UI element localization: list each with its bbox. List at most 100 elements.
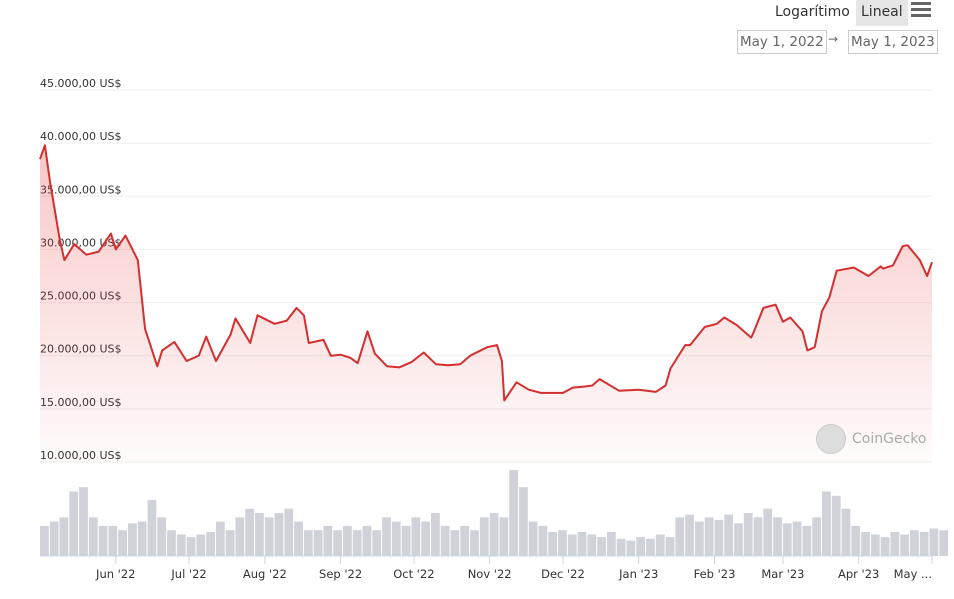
volume-bar — [59, 517, 69, 556]
volume-bar — [303, 530, 313, 556]
y-tick-label: 35.000,00 US$ — [40, 183, 122, 196]
volume-bar — [851, 525, 861, 556]
volume-bar — [206, 531, 215, 556]
volume-bar — [870, 534, 880, 556]
volume-bar — [518, 487, 528, 556]
x-tick-label: Jun '22 — [95, 567, 135, 581]
volume-bar — [685, 514, 694, 556]
volume-bar — [49, 521, 59, 556]
volume-bar — [40, 525, 49, 556]
volume-bar — [548, 531, 558, 556]
y-tick-label: 45.000,00 US$ — [40, 77, 122, 90]
volume-bar — [470, 530, 479, 556]
volume-bar — [431, 513, 440, 556]
date-to-input[interactable]: May 1, 2023 — [848, 30, 938, 54]
volume-bar — [597, 537, 606, 556]
volume-bar — [284, 508, 294, 556]
volume-bar — [714, 519, 724, 556]
watermark-text: CoinGecko — [852, 431, 927, 447]
volume-bar — [910, 530, 919, 556]
x-tick-label: Nov '22 — [468, 567, 512, 581]
volume-bar — [919, 531, 929, 556]
volume-bar — [665, 537, 675, 556]
volume-bar — [939, 530, 949, 556]
volume-bar — [450, 530, 460, 556]
volume-bar — [421, 521, 431, 556]
price-area — [40, 145, 932, 463]
x-tick-label: Sep '22 — [319, 567, 362, 581]
volume-bar — [499, 517, 509, 556]
volume-bar — [646, 538, 655, 556]
volume-bar — [352, 530, 362, 556]
volume-bar — [255, 513, 264, 556]
volume-bar — [812, 517, 822, 556]
volume-bar — [264, 517, 274, 556]
volume-bar — [782, 523, 792, 556]
volume-bar — [900, 534, 910, 556]
volume-bar — [235, 517, 245, 556]
volume-bar — [822, 491, 831, 556]
volume-bar — [528, 521, 538, 556]
volume-bar — [411, 517, 421, 556]
volume-bar — [176, 534, 186, 556]
volume-bar — [333, 530, 343, 556]
hamburger-menu-icon[interactable] — [911, 2, 931, 18]
volume-bar — [274, 513, 284, 556]
volume-bar — [186, 537, 196, 556]
volume-bar — [567, 534, 577, 556]
volume-bar — [79, 487, 88, 556]
volume-bar — [577, 531, 587, 556]
linear-scale-button[interactable]: Lineal — [856, 0, 908, 26]
volume-bar — [538, 525, 548, 556]
volume-bar — [167, 530, 176, 556]
volume-bar — [108, 525, 118, 556]
volume-bar — [831, 495, 841, 556]
volume-bar — [137, 521, 147, 556]
volume-bar — [587, 534, 597, 556]
price-line — [39, 144, 933, 402]
volume-bar — [401, 525, 411, 556]
volume-bar — [616, 538, 626, 556]
volume-bar — [675, 517, 685, 556]
volume-bar — [773, 517, 782, 556]
x-tick-label: Aug '22 — [243, 567, 287, 581]
coingecko-logo-icon — [816, 424, 846, 454]
x-tick-label: Oct '22 — [393, 567, 434, 581]
date-from-input[interactable]: May 1, 2022 — [737, 30, 827, 54]
volume-bar — [294, 521, 303, 556]
volume-bar — [88, 517, 98, 556]
volume-bar — [225, 530, 235, 556]
volume-bar — [460, 525, 470, 556]
volume-bar — [841, 508, 851, 556]
volume-bar — [215, 521, 225, 556]
volume-bar — [323, 525, 333, 556]
volume-bar — [743, 513, 753, 556]
volume-bar — [636, 537, 646, 556]
volume-bar — [802, 525, 812, 556]
x-tick-label: Feb '23 — [694, 567, 736, 581]
coingecko-watermark: CoinGecko — [816, 424, 926, 454]
volume-bar — [558, 530, 567, 556]
volume-bar — [127, 523, 137, 556]
logarithmic-scale-button[interactable]: Logarítimo — [775, 4, 850, 20]
x-tick-label: Mar '23 — [761, 567, 804, 581]
volume-bar — [655, 534, 665, 556]
x-tick-label: Dec '22 — [541, 567, 585, 581]
volume-bar — [694, 521, 704, 556]
volume-bar — [147, 500, 157, 556]
volume-bar — [245, 508, 255, 556]
volume-bar — [440, 525, 450, 556]
volume-bar — [313, 530, 323, 556]
volume-bar — [606, 531, 616, 556]
x-tick-label: May ... — [894, 567, 932, 581]
volume-bar — [734, 523, 743, 556]
volume-bar — [196, 534, 206, 556]
x-tick-label: Jan '23 — [618, 567, 658, 581]
volume-bar — [890, 531, 900, 556]
volume-bar — [362, 525, 372, 556]
volume-bar — [929, 528, 939, 556]
volume-bar — [343, 525, 352, 556]
volume-bar — [489, 513, 499, 556]
volume-bar — [382, 517, 391, 556]
